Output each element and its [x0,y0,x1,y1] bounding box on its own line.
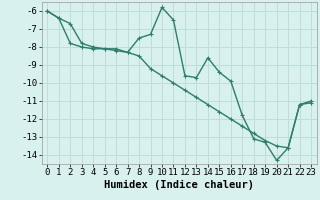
X-axis label: Humidex (Indice chaleur): Humidex (Indice chaleur) [104,180,254,190]
